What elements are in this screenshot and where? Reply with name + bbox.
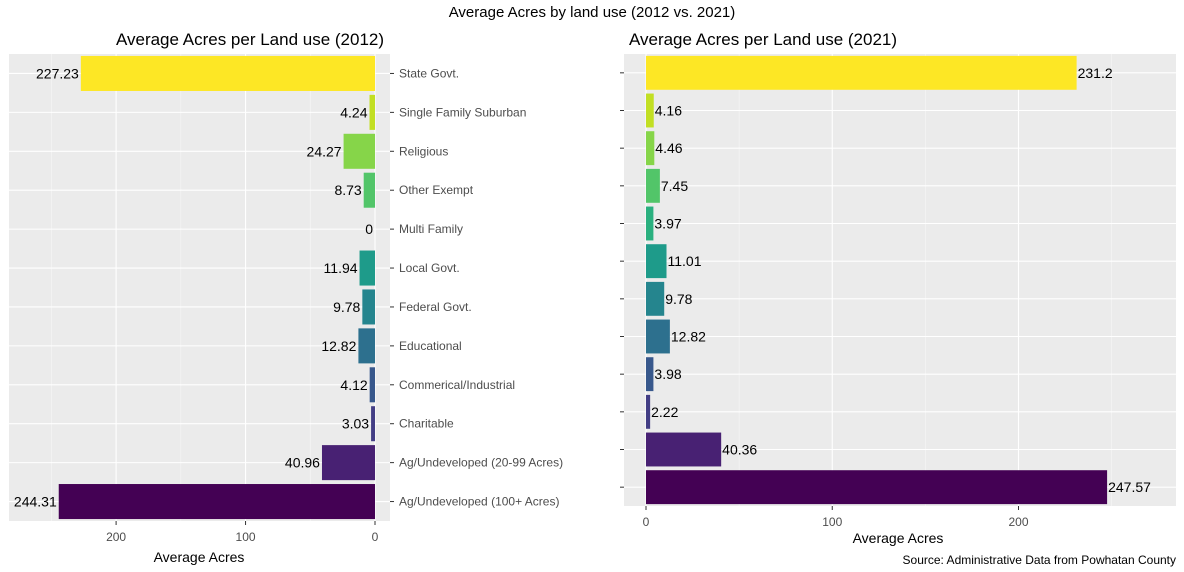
category-label: Commerical/Industrial bbox=[399, 378, 515, 392]
bar-2012 bbox=[371, 406, 375, 442]
x-tick-label-2012: 0 bbox=[372, 530, 379, 544]
bar-2012 bbox=[369, 94, 375, 130]
bar-2012 bbox=[362, 289, 375, 325]
value-label-2012: 40.96 bbox=[285, 455, 320, 471]
bar-2021 bbox=[646, 319, 670, 354]
value-label-2021: 3.98 bbox=[654, 366, 681, 382]
bar-2012 bbox=[363, 172, 375, 208]
bar-2021 bbox=[646, 244, 667, 279]
bar-2012 bbox=[359, 250, 375, 286]
x-tick-label-2021: 200 bbox=[1008, 515, 1028, 529]
x-tick-label-2021: 0 bbox=[643, 515, 650, 529]
bar-2012 bbox=[369, 367, 375, 403]
value-label-2012: 12.82 bbox=[321, 338, 356, 354]
bars-2021: 231.2 4.16 4.46 7.45 3.97 11.01 9.78 12.82 3.98 2… bbox=[646, 55, 1151, 505]
x-tick-label-2021: 100 bbox=[822, 515, 842, 529]
value-label-2021: 11.01 bbox=[668, 253, 702, 269]
value-label-2021: 7.45 bbox=[661, 178, 688, 194]
bar-2021 bbox=[646, 357, 654, 392]
value-label-2012: 244.31 bbox=[14, 494, 57, 510]
value-label-2021: 2.22 bbox=[651, 404, 678, 420]
category-label: Religious bbox=[399, 144, 448, 158]
value-label-2012: 9.78 bbox=[333, 299, 360, 315]
category-label: Federal Govt. bbox=[399, 300, 472, 314]
category-label: Other Exempt bbox=[399, 183, 474, 197]
plot-area-2021 bbox=[624, 54, 1176, 506]
category-label: Charitable bbox=[399, 417, 454, 431]
value-label-2012: 0 bbox=[365, 221, 373, 237]
bar-2012 bbox=[80, 55, 375, 91]
bar-2021 bbox=[646, 432, 722, 467]
category-label: Multi Family bbox=[399, 222, 463, 236]
axis-ticks-2012: State Govt. Single Family Suburban Religio… bbox=[106, 66, 563, 544]
bar-2012 bbox=[343, 133, 375, 169]
panel-title-2012: Average Acres per Land use (2012) bbox=[116, 30, 384, 49]
x-axis-title-2021: Average Acres bbox=[853, 530, 944, 546]
value-label-2021: 12.82 bbox=[671, 329, 706, 345]
value-label-2021: 247.57 bbox=[1108, 479, 1151, 495]
value-label-2012: 227.23 bbox=[36, 65, 79, 81]
value-label-2012: 4.12 bbox=[340, 377, 367, 393]
category-label: Local Govt. bbox=[399, 261, 460, 275]
category-label: Ag/Undeveloped (100+ Acres) bbox=[399, 495, 559, 509]
bar-2021 bbox=[646, 131, 655, 166]
category-label: Ag/Undeveloped (20-99 Acres) bbox=[399, 456, 563, 470]
value-label-2012: 3.03 bbox=[342, 416, 369, 432]
category-label: Educational bbox=[399, 339, 462, 353]
value-label-2012: 4.24 bbox=[340, 104, 367, 120]
value-label-2012: 24.27 bbox=[307, 143, 342, 159]
bar-2021 bbox=[646, 168, 660, 203]
bar-2021 bbox=[646, 281, 665, 316]
value-label-2021: 4.46 bbox=[655, 140, 682, 156]
x-tick-label-2012: 200 bbox=[106, 530, 126, 544]
value-label-2012: 11.94 bbox=[324, 260, 358, 276]
value-label-2021: 231.2 bbox=[1078, 65, 1113, 81]
value-label-2021: 9.78 bbox=[665, 291, 692, 307]
bar-2021 bbox=[646, 55, 1077, 90]
x-tick-label-2012: 100 bbox=[236, 530, 256, 544]
source-caption: Source: Administrative Data from Powhata… bbox=[903, 553, 1176, 567]
bar-2012 bbox=[321, 445, 375, 481]
bar-2021 bbox=[646, 470, 1108, 505]
bar-2012 bbox=[358, 328, 375, 364]
value-label-2021: 40.36 bbox=[722, 442, 757, 458]
x-axis-title-2012: Average Acres bbox=[154, 549, 245, 565]
figure-title: Average Acres by land use (2012 vs. 2021… bbox=[449, 4, 736, 21]
panel-2021: Average Acres per Land use (2021) 231.2 4… bbox=[620, 30, 1176, 546]
panel-2012: Average Acres per Land use (2012) 227.23… bbox=[9, 30, 563, 565]
plot-area-2012 bbox=[9, 54, 390, 521]
bar-2021 bbox=[646, 93, 654, 128]
category-label: State Govt. bbox=[399, 66, 459, 80]
bar-2021 bbox=[646, 206, 654, 241]
value-label-2021: 3.97 bbox=[654, 216, 681, 232]
panel-title-2021: Average Acres per Land use (2021) bbox=[629, 30, 897, 49]
category-label: Single Family Suburban bbox=[399, 105, 526, 119]
bar-2021 bbox=[646, 394, 651, 429]
axis-ticks-2021: 0 100 200 bbox=[620, 72, 1029, 529]
bar-2012 bbox=[58, 484, 376, 520]
value-label-2021: 4.16 bbox=[655, 103, 682, 119]
value-label-2012: 8.73 bbox=[334, 182, 361, 198]
bars-2012: 227.23 4.24 24.27 8.73 0 11.94 9.78 12.82 4.12 3.… bbox=[14, 55, 376, 520]
